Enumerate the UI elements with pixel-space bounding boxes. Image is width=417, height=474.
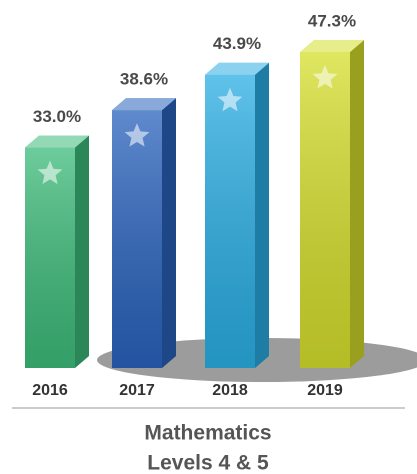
value-label: 33.0% bbox=[33, 107, 81, 126]
star-icon bbox=[124, 123, 150, 147]
bar-shade bbox=[112, 110, 162, 368]
bar-side bbox=[350, 40, 364, 368]
bar-top-light bbox=[25, 135, 89, 148]
bar-side-dark bbox=[162, 98, 176, 368]
chart-title: Mathematics bbox=[144, 422, 271, 445]
value-label: 47.3% bbox=[308, 11, 356, 30]
value-label: 43.9% bbox=[213, 34, 261, 53]
chart-subtitle: Levels 4 & 5 bbox=[147, 452, 269, 474]
bar-top bbox=[25, 135, 89, 148]
x-tick-label: 2018 bbox=[212, 382, 248, 399]
bar-top bbox=[205, 62, 269, 75]
bar-top-light bbox=[300, 40, 364, 52]
bar-shade bbox=[300, 52, 350, 368]
bar-shade bbox=[25, 147, 75, 368]
bar-side-dark bbox=[75, 135, 89, 368]
star-icon bbox=[312, 65, 338, 89]
bar-top bbox=[300, 40, 364, 52]
bar-shade bbox=[205, 74, 255, 368]
star-icon bbox=[217, 87, 243, 112]
bar-top-light bbox=[205, 62, 269, 75]
star-icon bbox=[37, 160, 63, 185]
bar-side-dark bbox=[255, 62, 269, 368]
value-label: 38.6% bbox=[120, 70, 168, 89]
x-tick-label: 2019 bbox=[307, 382, 343, 399]
x-tick-label: 2016 bbox=[32, 382, 68, 399]
bar-side-dark bbox=[350, 40, 364, 368]
bar-side bbox=[162, 98, 176, 368]
bar-top bbox=[112, 98, 176, 111]
bar-side bbox=[75, 135, 89, 368]
bar-top-light bbox=[112, 98, 176, 111]
x-tick-label: 2017 bbox=[119, 382, 155, 399]
bar-side bbox=[255, 62, 269, 368]
